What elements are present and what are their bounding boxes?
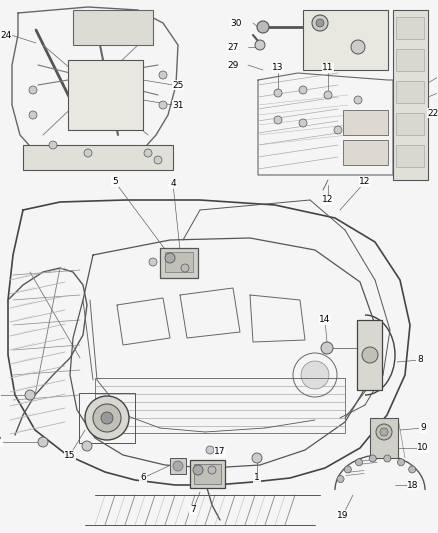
Text: 9: 9 (420, 424, 426, 432)
Bar (343, 110, 388, 135)
Circle shape (351, 40, 365, 54)
Circle shape (334, 126, 342, 134)
Text: 27: 27 (227, 43, 239, 52)
Bar (396, 113, 424, 135)
Circle shape (380, 428, 388, 436)
Bar (23, 145, 173, 170)
Text: 7: 7 (190, 505, 196, 514)
Circle shape (274, 116, 282, 124)
Circle shape (384, 455, 391, 462)
Bar (396, 49, 424, 71)
Circle shape (337, 475, 344, 482)
Circle shape (299, 86, 307, 94)
Circle shape (321, 342, 333, 354)
Bar (343, 140, 388, 165)
Text: 10: 10 (417, 443, 429, 453)
Circle shape (93, 404, 121, 432)
Bar (194, 464, 221, 484)
Circle shape (165, 253, 175, 263)
Bar (170, 458, 186, 474)
Circle shape (324, 91, 332, 99)
Circle shape (257, 21, 269, 33)
Bar (370, 418, 398, 458)
Bar (160, 248, 198, 278)
Bar (165, 252, 193, 272)
Bar (357, 320, 382, 390)
Circle shape (354, 96, 362, 104)
Circle shape (154, 156, 162, 164)
Circle shape (312, 15, 328, 31)
Text: 18: 18 (407, 481, 419, 489)
Circle shape (274, 89, 282, 97)
Circle shape (101, 412, 113, 424)
Circle shape (29, 111, 37, 119)
Circle shape (84, 149, 92, 157)
Text: 5: 5 (112, 177, 118, 187)
Text: 4: 4 (170, 180, 176, 189)
Text: 12: 12 (359, 177, 371, 187)
Circle shape (181, 264, 189, 272)
Circle shape (149, 258, 157, 266)
Circle shape (301, 361, 329, 389)
Bar (396, 145, 424, 167)
Bar (396, 17, 424, 39)
Circle shape (316, 19, 324, 27)
Circle shape (398, 459, 405, 466)
Circle shape (356, 459, 363, 466)
Text: 17: 17 (0, 438, 3, 447)
Bar (79, 393, 135, 443)
Circle shape (25, 390, 35, 400)
Text: 12: 12 (322, 196, 334, 205)
Circle shape (206, 446, 214, 454)
Text: 30: 30 (230, 19, 242, 28)
Text: 22: 22 (427, 109, 438, 117)
Circle shape (344, 466, 351, 473)
Circle shape (38, 437, 48, 447)
Circle shape (159, 101, 167, 109)
Text: 31: 31 (172, 101, 184, 109)
Circle shape (29, 86, 37, 94)
Bar (303, 10, 388, 70)
Circle shape (252, 453, 262, 463)
Circle shape (369, 455, 376, 462)
Bar (393, 10, 428, 180)
Text: 24: 24 (0, 30, 12, 39)
Circle shape (144, 149, 152, 157)
Bar (396, 81, 424, 103)
Text: 15: 15 (64, 450, 76, 459)
Text: 25: 25 (172, 80, 184, 90)
Circle shape (82, 441, 92, 451)
Circle shape (376, 424, 392, 440)
Text: 29: 29 (227, 61, 239, 69)
Circle shape (359, 151, 367, 159)
Bar (95, 378, 345, 433)
Circle shape (362, 347, 378, 363)
Text: 19: 19 (337, 511, 349, 520)
Circle shape (49, 141, 57, 149)
Text: 11: 11 (322, 63, 334, 72)
Circle shape (208, 466, 216, 474)
Text: 21: 21 (437, 88, 438, 98)
Text: 14: 14 (319, 316, 331, 325)
Circle shape (409, 466, 416, 473)
Circle shape (173, 461, 183, 471)
Text: 20: 20 (437, 72, 438, 82)
Circle shape (193, 465, 203, 475)
Text: 1: 1 (254, 473, 260, 482)
Bar (68, 60, 143, 130)
Text: 17: 17 (214, 448, 226, 456)
Text: 8: 8 (417, 356, 423, 365)
Text: 6: 6 (140, 473, 146, 482)
Bar (190, 460, 225, 488)
Circle shape (299, 119, 307, 127)
Bar (73, 10, 153, 45)
Text: 13: 13 (272, 63, 284, 72)
Circle shape (85, 396, 129, 440)
Circle shape (159, 71, 167, 79)
Circle shape (255, 40, 265, 50)
